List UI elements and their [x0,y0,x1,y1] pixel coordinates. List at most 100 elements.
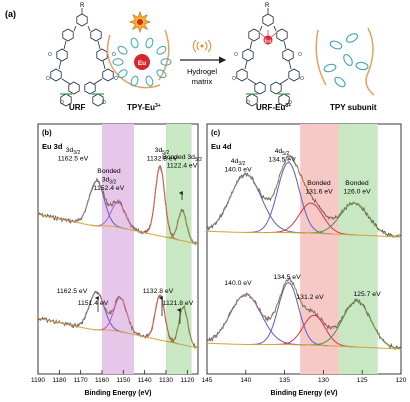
tpy-ligand [345,33,359,43]
methoxy-label: O [298,52,302,58]
panel-c-label: (c) [211,128,221,137]
tpy-ligand [130,75,139,87]
methoxy-label: O [60,100,64,106]
x-tick-label: 135 [279,377,290,384]
burst-core [137,19,143,25]
urf-structure: O O O O O O [46,8,118,107]
tpy-ligand [156,45,167,55]
tpy-ligand [130,37,139,49]
panel-c-title: Eu 4d [211,142,232,151]
fit-component-peak [207,173,308,234]
peak-annotation: 1121.8 eV [163,300,194,307]
peak-annotation: 1162.5 eV [57,288,88,295]
arrow-label-line1: Hydrogel [187,67,217,76]
background-line [207,230,401,238]
ring [282,48,294,62]
peak-annotation: 134.5 eV [268,157,296,164]
panel-b-xlabel: Binding Energy (eV) [85,390,152,397]
tpy-ligand [112,58,124,66]
ring [270,81,282,95]
bond [58,60,62,70]
ring [68,81,80,95]
coordination-bond [267,32,277,41]
ring [90,28,102,42]
x-tick-label: 125 [357,377,368,384]
arrow-label-line2: matrix [192,77,213,86]
tpy-ligand [334,76,346,88]
panel-c-xlabel: Binding Energy (eV) [271,390,338,397]
polymer-chain [106,34,161,89]
bond [97,40,101,50]
fit-component-peak [207,294,308,346]
urf-eu-r-label: R [265,3,270,9]
bond [259,25,263,32]
tpy-eu-complex: Eu [106,10,172,89]
methoxy-label: O [114,76,118,82]
ring [76,13,88,27]
polymer-chain [158,29,170,81]
ring [276,28,288,42]
peak-annotation: 1162.5 eV [58,156,89,163]
bond [288,60,292,70]
tpy-subunit-cartoon [315,27,375,96]
coordination-bond [259,32,269,41]
peak-annotation: 3d3/2 [66,147,81,156]
x-tick-label: 120 [396,377,407,384]
methoxy-label: O [112,52,116,58]
peak-annotation: 140.0 eV [224,280,252,287]
ring [84,81,96,95]
urf-label: URF [69,103,86,112]
peak-annotation: 131.2 eV [296,294,324,301]
panel-a-label: (a) [5,9,16,19]
methoxy-label: O [46,76,50,82]
bond [283,40,287,50]
envelope-line [207,279,401,350]
ring [288,68,300,82]
methoxy-label: O [48,52,52,58]
bond [244,60,248,70]
fit-component-peak [270,314,358,348]
methoxy-label: O [246,100,250,106]
eu-center [134,54,150,70]
x-tick-label: 1180 [52,377,66,384]
ring [242,48,254,62]
peak-annotation: 3d3/2 [102,177,117,186]
methoxy-label: O [288,100,292,106]
ring [50,68,62,82]
x-tick-label: 1190 [31,377,45,384]
bonded-3d32-band [102,124,134,374]
bond [102,60,106,70]
bond [279,78,289,85]
ring [96,48,108,62]
methoxy-label: O [234,52,238,58]
tpy-ligand [355,61,369,71]
peak-annotation: 134.5 eV [273,274,301,281]
ring [248,28,260,42]
peak-annotation: Bonded 3d5/2 [162,154,202,163]
urf-eu-label: URF-Eu3+ [256,103,291,112]
bond [93,78,103,85]
polymer-chain [365,27,375,96]
peak-annotation: Bonded [345,180,369,187]
peak-annotation: Bonded [97,168,121,175]
peak-annotation: 3d5/2 [155,147,170,156]
x-tick-label: 1120 [180,377,194,384]
urf-eu-structure: O O O O O O Eu [232,8,304,107]
envelope-line [207,156,401,238]
eu-atom-label: Eu [264,39,271,45]
bond [247,78,257,85]
svg-text:TPY-Eu3+: TPY-Eu3+ [127,103,161,112]
panel-b-title: Eu 3d [42,142,63,151]
ring [262,13,274,27]
peak-annotation: 1132.8 eV [147,156,178,163]
x-tick-label: 140 [240,377,251,384]
ring [92,93,104,107]
x-tick-label: 130 [318,377,329,384]
ring [60,93,72,107]
fit-component-peak [248,282,329,347]
bonded-126-band [338,124,378,374]
peak-annotation: 1152.4 eV [94,185,125,192]
bonded-3d52-band [166,124,192,374]
ring [236,68,248,82]
